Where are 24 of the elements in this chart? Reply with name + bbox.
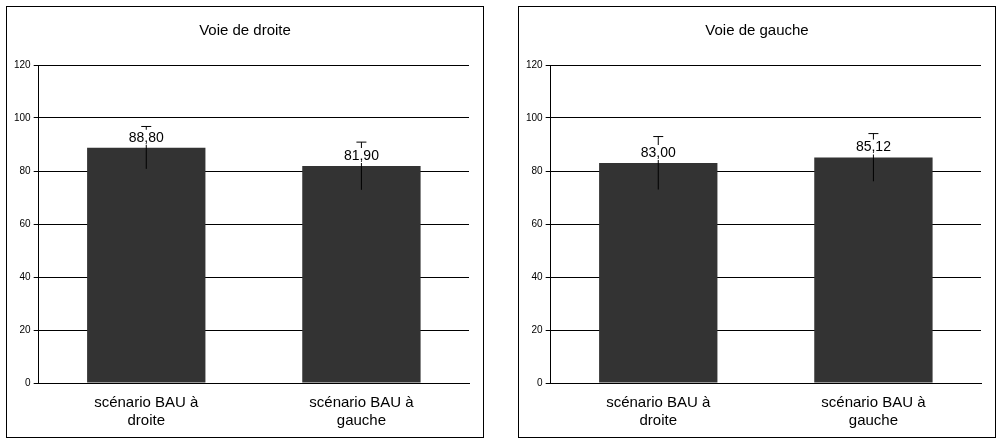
y-tick-label: 40 <box>19 270 32 282</box>
y-tick-label: 100 <box>14 111 32 123</box>
y-tick-label: 20 <box>531 323 544 335</box>
x-tick-label: scénario BAU à droite <box>94 393 200 429</box>
x-tick-label: scénario BAU à gauche <box>821 393 927 429</box>
y-tick-label: 60 <box>19 217 32 229</box>
y-tick-label: 100 <box>526 111 544 123</box>
data-label: 81,90 <box>343 146 380 163</box>
data-label: 83,00 <box>640 143 676 160</box>
x-tick-label: scénario BAU à gauche <box>309 393 415 429</box>
chart-title: Voie de gauche <box>704 21 810 38</box>
y-tick-label: 20 <box>19 323 32 335</box>
y-tick-label: 120 <box>526 58 544 70</box>
y-tick-label: 120 <box>14 58 32 70</box>
y-tick-label: 80 <box>19 164 32 176</box>
y-tick-label: 80 <box>531 164 544 176</box>
data-label: 88,80 <box>128 128 164 145</box>
y-tick-label: 40 <box>531 270 544 282</box>
y-tick-label: 60 <box>531 217 544 229</box>
data-label: 85,12 <box>855 138 892 155</box>
chart-title: Voie de droite <box>198 21 292 38</box>
x-tick-label: scénario BAU à droite <box>606 393 712 429</box>
y-tick-label: 0 <box>25 376 32 388</box>
y-tick-label: 0 <box>537 376 544 388</box>
